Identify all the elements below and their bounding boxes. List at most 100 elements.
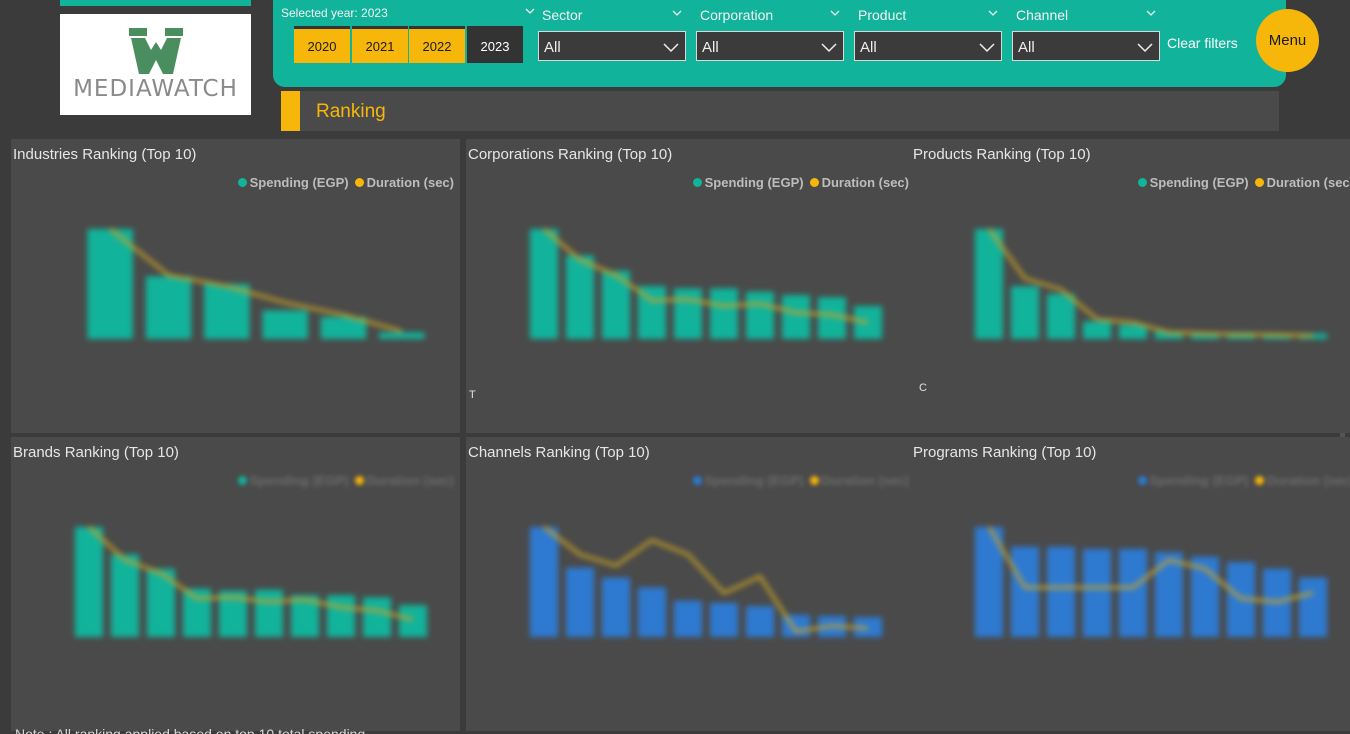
chart-bar — [87, 229, 133, 339]
chart-bar — [974, 229, 1004, 339]
logo: MEDIAWATCH — [60, 14, 251, 115]
sector-value: All — [544, 39, 561, 56]
chart-bar — [1046, 293, 1076, 339]
chart-bar — [1190, 332, 1220, 339]
legend-duration: Duration (sec) — [1254, 175, 1350, 190]
legend-duration: Duration (sec) — [354, 175, 454, 190]
panel-title: Corporations Ranking (Top 10) — [468, 146, 673, 163]
product-label: Product — [858, 7, 907, 23]
chart-legend: Spending (EGP) Duration (sec) — [1137, 473, 1350, 488]
section-title: Ranking — [316, 101, 386, 122]
chevron-down-icon[interactable] — [671, 7, 683, 19]
corporations-ranking-panel[interactable]: Corporations Ranking (Top 10) Spending (… — [466, 139, 915, 433]
panel-title: Products Ranking (Top 10) — [913, 146, 1091, 163]
chart-line — [109, 227, 403, 333]
chart-bar — [1154, 552, 1184, 637]
legend-duration: Duration (sec) — [809, 473, 909, 488]
industries-ranking-panel[interactable]: Industries Ranking (Top 10) Spending (EG… — [11, 139, 460, 433]
chevron-down-icon — [1137, 43, 1153, 53]
chart-line — [987, 526, 1314, 604]
legend-spending: Spending (EGP) — [1137, 473, 1249, 488]
chart-bar — [709, 602, 739, 637]
panel-title: Industries Ranking (Top 10) — [13, 146, 197, 163]
chart-bar — [1118, 324, 1148, 339]
chart-bar — [182, 588, 212, 637]
programs-ranking-panel[interactable]: Programs Ranking (Top 10) Spending (EGP)… — [911, 437, 1350, 731]
sector-dropdown[interactable]: All — [538, 31, 686, 61]
chart-bar — [74, 527, 104, 637]
corporation-dropdown[interactable]: All — [696, 31, 844, 61]
selected-year-label: Selected year: 2023 — [281, 6, 388, 20]
product-value: All — [860, 39, 877, 56]
legend-duration: Duration (sec) — [354, 473, 454, 488]
section-accent-bar — [281, 91, 300, 131]
chevron-down-icon — [821, 43, 837, 53]
chart-bar — [1154, 331, 1184, 339]
channel-dropdown[interactable]: All — [1012, 31, 1160, 61]
chart-bar — [565, 255, 595, 339]
chart-bar — [204, 284, 250, 339]
chart-bar — [673, 600, 703, 637]
chart-line — [543, 227, 869, 324]
panel-title: Brands Ranking (Top 10) — [13, 444, 179, 461]
chart-bar — [1298, 577, 1328, 637]
chart-bar — [745, 291, 775, 339]
chart-bar — [379, 332, 425, 339]
product-dropdown[interactable]: All — [854, 31, 1002, 61]
corporation-value: All — [702, 39, 719, 56]
chart-bar — [145, 276, 192, 339]
legend-spending: Spending (EGP) — [692, 175, 804, 190]
programs-chart — [974, 526, 1328, 637]
chart-bar — [781, 295, 811, 339]
chart-bar — [565, 567, 595, 637]
sector-label: Sector — [542, 7, 583, 23]
binoculars-logo-icon — [128, 27, 183, 74]
chevron-down-icon[interactable] — [829, 7, 841, 19]
brands-chart — [74, 525, 428, 637]
chevron-down-icon[interactable] — [1145, 7, 1157, 19]
channels-chart — [529, 525, 883, 637]
year-button-2023[interactable]: 2023 — [467, 26, 523, 63]
chart-bar — [1010, 546, 1040, 637]
industries-chart — [87, 227, 425, 339]
chart-bar — [673, 288, 703, 339]
chart-bar — [637, 587, 667, 637]
chart-bar — [110, 554, 140, 637]
chevron-down-icon[interactable] — [524, 5, 536, 17]
clear-filters-button[interactable]: Clear filters — [1167, 35, 1238, 51]
products-ranking-panel[interactable]: Products Ranking (Top 10) Spending (EGP)… — [911, 139, 1350, 433]
chevron-down-icon — [979, 43, 995, 53]
channels-ranking-panel[interactable]: Channels Ranking (Top 10) Spending (EGP)… — [466, 437, 915, 731]
brands-ranking-panel[interactable]: Brands Ranking (Top 10) Spending (EGP) D… — [11, 437, 460, 731]
logo-text: MEDIAWATCH — [73, 75, 238, 102]
chart-bar — [398, 605, 428, 637]
chart-line — [987, 228, 1314, 338]
chart-line — [87, 525, 414, 621]
legend-spending: Spending (EGP) — [237, 473, 349, 488]
chart-line — [543, 525, 869, 634]
legend-spending: Spending (EGP) — [692, 473, 804, 488]
chart-bar — [1082, 549, 1112, 637]
axis-edge-label: T — [469, 389, 476, 401]
year-button-2022[interactable]: 2022 — [409, 26, 465, 63]
legend-duration: Duration (sec) — [809, 175, 909, 190]
chart-bar — [1262, 333, 1292, 339]
chart-bar — [1298, 333, 1328, 339]
corporation-label: Corporation — [700, 7, 774, 23]
chart-legend: Spending (EGP) Duration (sec) — [237, 473, 454, 488]
chart-legend: Spending (EGP) Duration (sec) — [237, 175, 454, 190]
products-chart — [974, 228, 1328, 339]
year-button-2021[interactable]: 2021 — [352, 26, 408, 63]
ranking-note: Note : All ranking applied based on top … — [15, 726, 366, 734]
menu-button[interactable]: Menu — [1256, 9, 1319, 72]
chart-bar — [529, 229, 559, 339]
chart-bar — [1046, 546, 1076, 637]
chevron-down-icon[interactable] — [987, 7, 999, 19]
panel-title: Programs Ranking (Top 10) — [913, 444, 1097, 461]
chevron-down-icon — [663, 43, 679, 53]
axis-edge-label: C — [919, 382, 927, 394]
chart-bar — [362, 597, 392, 637]
year-button-2020[interactable]: 2020 — [294, 26, 350, 63]
channel-label: Channel — [1016, 7, 1069, 23]
chart-bar — [709, 288, 739, 339]
